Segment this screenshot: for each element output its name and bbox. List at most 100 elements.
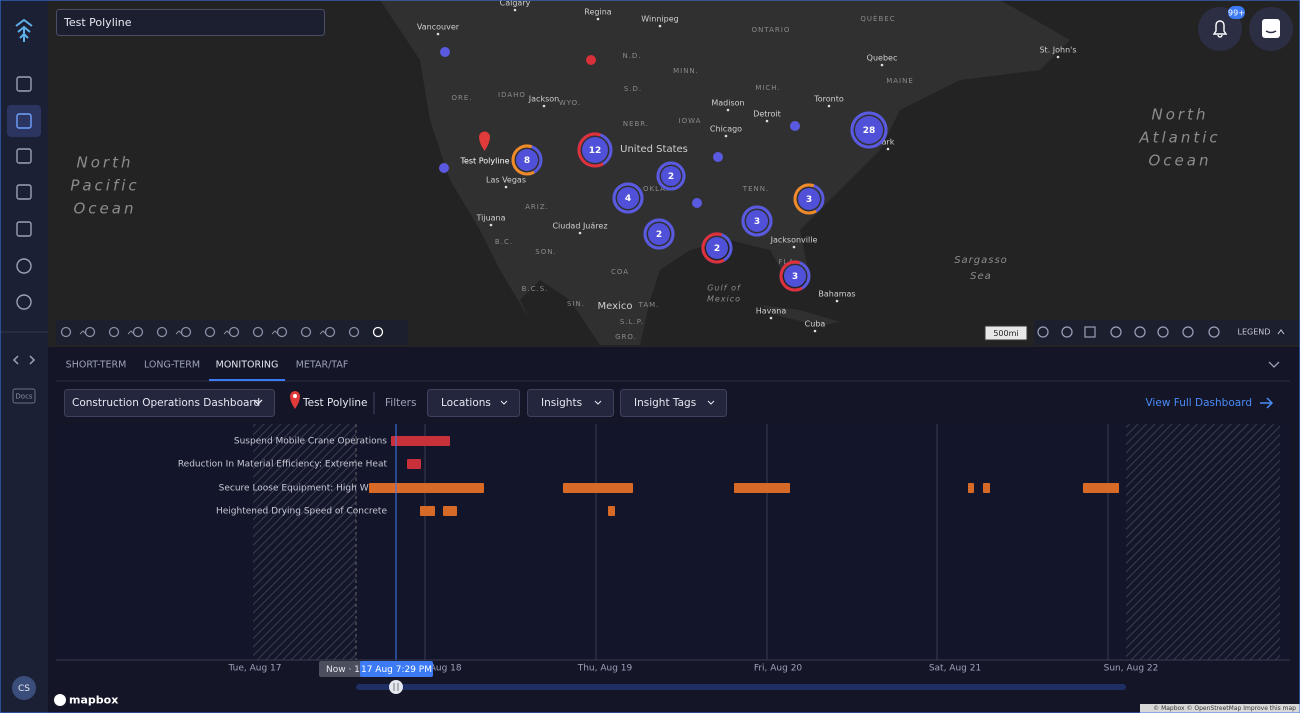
tool-icon[interactable] bbox=[180, 326, 192, 338]
insight-bar[interactable] bbox=[608, 506, 615, 516]
tool-icon[interactable] bbox=[60, 326, 72, 338]
insight-bar[interactable] bbox=[443, 506, 457, 516]
place-label: Calgary bbox=[500, 0, 531, 8]
tab[interactable]: MONITORING bbox=[216, 360, 279, 371]
ocean-label: Ocean bbox=[1149, 152, 1212, 170]
tool-icon[interactable] bbox=[228, 326, 240, 338]
insight-bar[interactable] bbox=[407, 459, 421, 469]
place-label: ORE. bbox=[451, 94, 472, 102]
place-label: Havana bbox=[756, 307, 787, 316]
station-icon[interactable] bbox=[440, 47, 450, 57]
tool-icon[interactable] bbox=[204, 326, 216, 338]
now-text: Now · 1 bbox=[326, 665, 360, 675]
control-icon[interactable] bbox=[1084, 326, 1096, 338]
filter-button[interactable] bbox=[620, 389, 727, 417]
control-icon[interactable] bbox=[1134, 326, 1146, 338]
tool-icon[interactable] bbox=[276, 326, 288, 338]
map-controls bbox=[1034, 320, 1300, 345]
city-dot bbox=[792, 245, 796, 249]
tabs: SHORT-TERM LONG-TERM MONITORING METAR/TAF bbox=[66, 360, 349, 381]
place-label: WYO. bbox=[559, 99, 581, 107]
nav-icon[interactable] bbox=[16, 76, 32, 92]
docs-button[interactable] bbox=[12, 388, 36, 404]
city-dot bbox=[504, 185, 508, 189]
date-label: Thu, Aug 19 bbox=[577, 664, 633, 674]
past-region bbox=[253, 424, 356, 660]
chevron bbox=[594, 400, 602, 405]
dashboard-select[interactable] bbox=[64, 389, 275, 417]
station-icon[interactable] bbox=[439, 163, 449, 173]
nav-icon[interactable] bbox=[16, 221, 32, 237]
nav-icon[interactable] bbox=[16, 148, 32, 164]
insight-bar[interactable] bbox=[983, 483, 990, 493]
tool-icon[interactable] bbox=[324, 326, 336, 338]
place-label: COA bbox=[611, 268, 629, 276]
control-icon[interactable] bbox=[1037, 326, 1049, 338]
station-icon[interactable] bbox=[586, 55, 596, 65]
tool-icon[interactable] bbox=[372, 326, 384, 338]
slider-thumb[interactable] bbox=[389, 680, 403, 694]
legend-button[interactable]: LEGEND bbox=[1238, 328, 1271, 337]
panel-collapse[interactable] bbox=[1268, 361, 1280, 368]
tool-icon[interactable] bbox=[252, 326, 264, 338]
tool-icon[interactable] bbox=[300, 326, 312, 338]
place-label: Las Vegas bbox=[486, 176, 526, 185]
place-label: SIN. bbox=[567, 300, 585, 308]
tab[interactable]: SHORT-TERM bbox=[66, 360, 127, 371]
dashboard-link[interactable]: View Full Dashboard bbox=[1145, 397, 1252, 409]
filter-button[interactable] bbox=[427, 389, 520, 417]
place-label: Madison bbox=[711, 99, 744, 108]
filter-buttons: Locations Insights Insight Tags bbox=[427, 389, 727, 417]
tool-icon[interactable] bbox=[132, 326, 144, 338]
filter-button-text: Locations bbox=[441, 397, 491, 409]
filter-button[interactable] bbox=[527, 389, 614, 417]
control-icon[interactable] bbox=[1182, 326, 1194, 338]
insight-bar[interactable] bbox=[420, 506, 435, 516]
timeline-content: Suspend Mobile Crane Operations Reduction… bbox=[178, 424, 1158, 674]
slider-track[interactable] bbox=[356, 684, 1126, 690]
control-icon[interactable] bbox=[1110, 326, 1122, 338]
insight-label: Reduction In Material Efficiency: Extrem… bbox=[178, 460, 388, 470]
nav-icon[interactable] bbox=[16, 258, 32, 274]
logo[interactable] bbox=[15, 18, 33, 42]
nav-icon[interactable] bbox=[16, 184, 32, 200]
cluster bbox=[516, 149, 538, 171]
place-label: Cuba bbox=[805, 320, 826, 329]
insight-bar[interactable] bbox=[563, 483, 633, 493]
station-icon[interactable] bbox=[713, 152, 723, 162]
notifications-button[interactable] bbox=[1198, 7, 1242, 51]
search-box[interactable] bbox=[56, 9, 325, 36]
insight-bar[interactable] bbox=[369, 483, 484, 493]
tool-icon[interactable] bbox=[108, 326, 120, 338]
polyline-marker[interactable] bbox=[479, 131, 490, 152]
tab[interactable]: LONG-TERM bbox=[144, 360, 200, 371]
place-label: TENN. bbox=[742, 185, 769, 193]
tool-icon[interactable] bbox=[84, 326, 96, 338]
station-icon[interactable] bbox=[692, 198, 702, 208]
tool-icon[interactable] bbox=[156, 326, 168, 338]
collapse-icon[interactable] bbox=[12, 355, 36, 365]
nav-icon[interactable] bbox=[16, 294, 32, 310]
place-label: B.C.S. bbox=[522, 285, 549, 293]
insight-bar[interactable] bbox=[391, 436, 450, 446]
avatar[interactable] bbox=[12, 676, 36, 700]
insight-bar[interactable] bbox=[1083, 483, 1119, 493]
scale-text: 500mi bbox=[993, 329, 1018, 338]
bell-icon bbox=[1212, 20, 1228, 38]
tool-icon[interactable] bbox=[348, 326, 360, 338]
place-label: Quebec bbox=[867, 54, 898, 63]
insight-bar[interactable] bbox=[734, 483, 790, 493]
insight-bar[interactable] bbox=[968, 483, 974, 493]
control-icon[interactable] bbox=[1208, 326, 1220, 338]
station-icon[interactable] bbox=[790, 121, 800, 131]
control-icon[interactable] bbox=[1157, 326, 1169, 338]
control-icon[interactable] bbox=[1061, 326, 1073, 338]
place-label: ARIZ. bbox=[525, 203, 549, 211]
cluster-count: 3 bbox=[806, 195, 812, 205]
cluster-count: 3 bbox=[792, 272, 798, 282]
chevron bbox=[1277, 329, 1285, 335]
nav-icon[interactable] bbox=[16, 113, 32, 129]
tab[interactable]: METAR/TAF bbox=[296, 360, 349, 371]
city-dot bbox=[827, 104, 831, 108]
